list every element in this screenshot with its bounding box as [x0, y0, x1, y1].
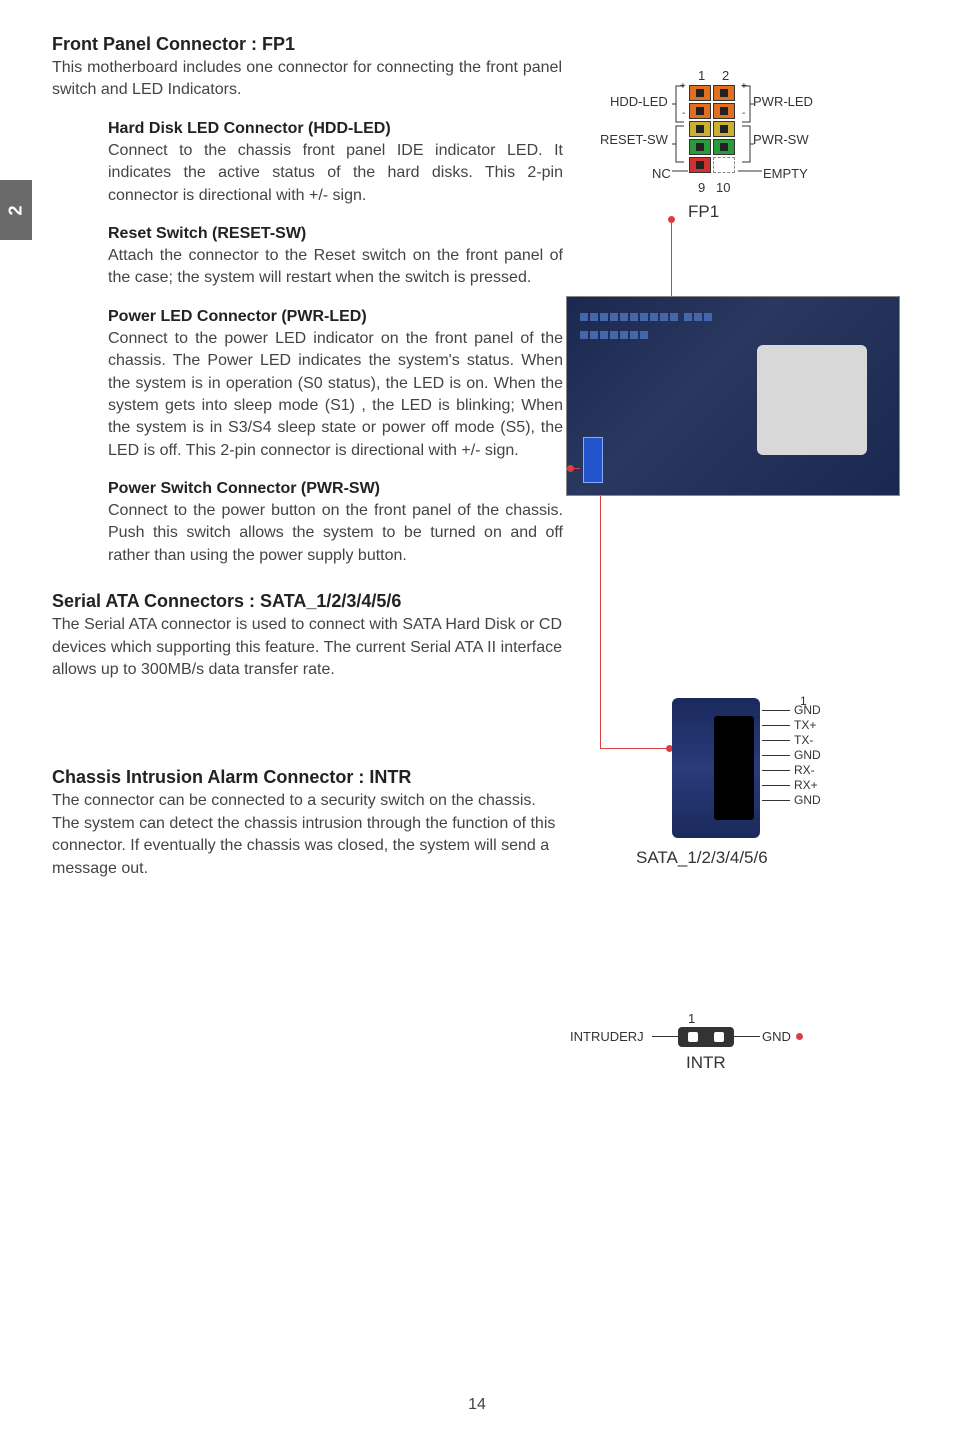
line-icon: [672, 164, 688, 178]
intr-title: Chassis Intrusion Alarm Connector : INTR: [52, 767, 562, 788]
fp1-diagram: 1 2 9 10 + - + - HDD-LED RESET-SW NC PWR…: [588, 74, 908, 224]
fp1-pin-row: [688, 138, 736, 156]
red-connector-line: [600, 496, 601, 748]
fp1-pin: [713, 121, 735, 137]
red-dot-icon: [796, 1033, 803, 1040]
hdd-led-title: Hard Disk LED Connector (HDD-LED): [108, 120, 563, 138]
fp1-pin-row: [688, 156, 736, 174]
page-tab: 2: [0, 180, 32, 240]
fp1-pin: [713, 85, 735, 101]
line-icon: [738, 164, 762, 178]
intr-right-label: GND: [762, 1029, 791, 1044]
pwr-led-title: Power LED Connector (PWR-LED): [108, 308, 563, 326]
red-dot-icon: [567, 465, 574, 472]
hdd-led-body: Connect to the chassis front panel IDE i…: [108, 140, 563, 207]
bracket-icon: [672, 84, 688, 124]
sata-caption: SATA_1/2/3/4/5/6: [636, 848, 768, 868]
fp1-right-label-1: PWR-SW: [753, 132, 809, 147]
sata-pin-label: TX+: [794, 718, 816, 732]
sata-pin-line: [762, 725, 790, 726]
fp1-right-label-2: EMPTY: [763, 166, 808, 181]
fp1-pin2-num: 2: [722, 68, 729, 83]
intr-wire-left: [652, 1036, 678, 1037]
mobo-components: [579, 309, 719, 409]
fp1-left-label-2: NC: [652, 166, 671, 181]
red-connector-line: [671, 219, 672, 297]
fp1-intro: This motherboard includes one connector …: [52, 57, 562, 102]
sata-pin-label: GND: [794, 793, 821, 807]
reset-sw-title: Reset Switch (RESET-SW): [108, 225, 563, 243]
fp1-pin: [713, 103, 735, 119]
sata-pin-label: GND: [794, 703, 821, 717]
fp1-pin-row: [688, 84, 736, 102]
fp1-pin-row: [688, 120, 736, 138]
intr-body: The connector can be connected to a secu…: [52, 790, 562, 880]
bracket-icon: [672, 124, 688, 164]
sata-body: The Serial ATA connector is used to conn…: [52, 614, 562, 681]
pwr-sw-block: Power Switch Connector (PWR-SW) Connect …: [108, 480, 563, 567]
intr-wire-right: [734, 1036, 760, 1037]
pin-hole-icon: [720, 125, 728, 133]
fp1-pin: [689, 103, 711, 119]
intr-connector-body: [678, 1027, 734, 1047]
fp1-pin: [689, 121, 711, 137]
pwr-sw-body: Connect to the power button on the front…: [108, 500, 563, 567]
fp1-pin: [689, 85, 711, 101]
red-connector-line: [573, 468, 580, 469]
fp1-pin: [713, 139, 735, 155]
fp1-left-label-1: RESET-SW: [600, 132, 668, 147]
pwr-led-body: Connect to the power LED indicator on th…: [108, 328, 563, 462]
hdd-led-block: Hard Disk LED Connector (HDD-LED) Connec…: [108, 120, 563, 207]
intr-caption: INTR: [686, 1053, 726, 1073]
fp1-right-label-0: PWR-LED: [753, 94, 813, 109]
pin-hole-icon: [720, 107, 728, 115]
motherboard-image: [566, 296, 900, 496]
sata-connector-body: [672, 698, 760, 838]
fp1-left-label-0: HDD-LED: [610, 94, 668, 109]
pwr-led-block: Power LED Connector (PWR-LED) Connect to…: [108, 308, 563, 462]
pin-hole-icon: [696, 107, 704, 115]
sata-pin-label: GND: [794, 748, 821, 762]
pin-hole-icon: [720, 89, 728, 97]
fp1-section: Front Panel Connector : FP1 This motherb…: [52, 34, 562, 567]
sata-pin-line: [762, 800, 790, 801]
pin-hole-icon: [720, 143, 728, 151]
fp1-title: Front Panel Connector : FP1: [52, 34, 562, 55]
fp1-pin10-num: 10: [716, 180, 730, 195]
sata-pin-line: [762, 785, 790, 786]
intr-section: Chassis Intrusion Alarm Connector : INTR…: [52, 767, 562, 880]
pwr-sw-title: Power Switch Connector (PWR-SW): [108, 480, 563, 498]
sata-pin-label: RX+: [794, 778, 818, 792]
fp1-pin: [689, 157, 711, 173]
fp1-pin: [713, 157, 735, 173]
page-number: 14: [0, 1396, 954, 1414]
fp1-pin9-num: 9: [698, 180, 705, 195]
sata-pin-line: [762, 740, 790, 741]
sata-pin-line: [762, 755, 790, 756]
fp1-pin: [689, 139, 711, 155]
fp1-caption: FP1: [688, 202, 719, 222]
fp1-pin1-num: 1: [698, 68, 705, 83]
sata-pin-label: TX-: [794, 733, 813, 747]
bracket-icon: [738, 84, 754, 124]
intr-pin1-num: 1: [688, 1011, 695, 1026]
sata-pin-line: [762, 710, 790, 711]
pin-hole-icon: [696, 143, 704, 151]
sata-title: Serial ATA Connectors : SATA_1/2/3/4/5/6: [52, 591, 562, 612]
fp1-pin-header: [688, 84, 736, 174]
pin-hole-icon: [696, 161, 704, 169]
reset-sw-block: Reset Switch (RESET-SW) Attach the conne…: [108, 225, 563, 290]
intr-diagram: 1 INTRUDERJ GND INTR: [560, 1015, 900, 1095]
sata-pin-label: RX-: [794, 763, 815, 777]
sata-section: Serial ATA Connectors : SATA_1/2/3/4/5/6…: [52, 591, 562, 681]
pin-hole-icon: [696, 125, 704, 133]
bracket-icon: [738, 124, 754, 164]
reset-sw-body: Attach the connector to the Reset switch…: [108, 245, 563, 290]
intr-left-label: INTRUDERJ: [570, 1029, 644, 1044]
pin-hole-icon: [696, 89, 704, 97]
fp1-pin-row: [688, 102, 736, 120]
sata-pin-line: [762, 770, 790, 771]
page-tab-number: 2: [5, 205, 26, 215]
sata-diagram: 1 GNDTX+TX-GNDRX-RX+GND SATA_1/2/3/4/5/6: [616, 688, 916, 888]
